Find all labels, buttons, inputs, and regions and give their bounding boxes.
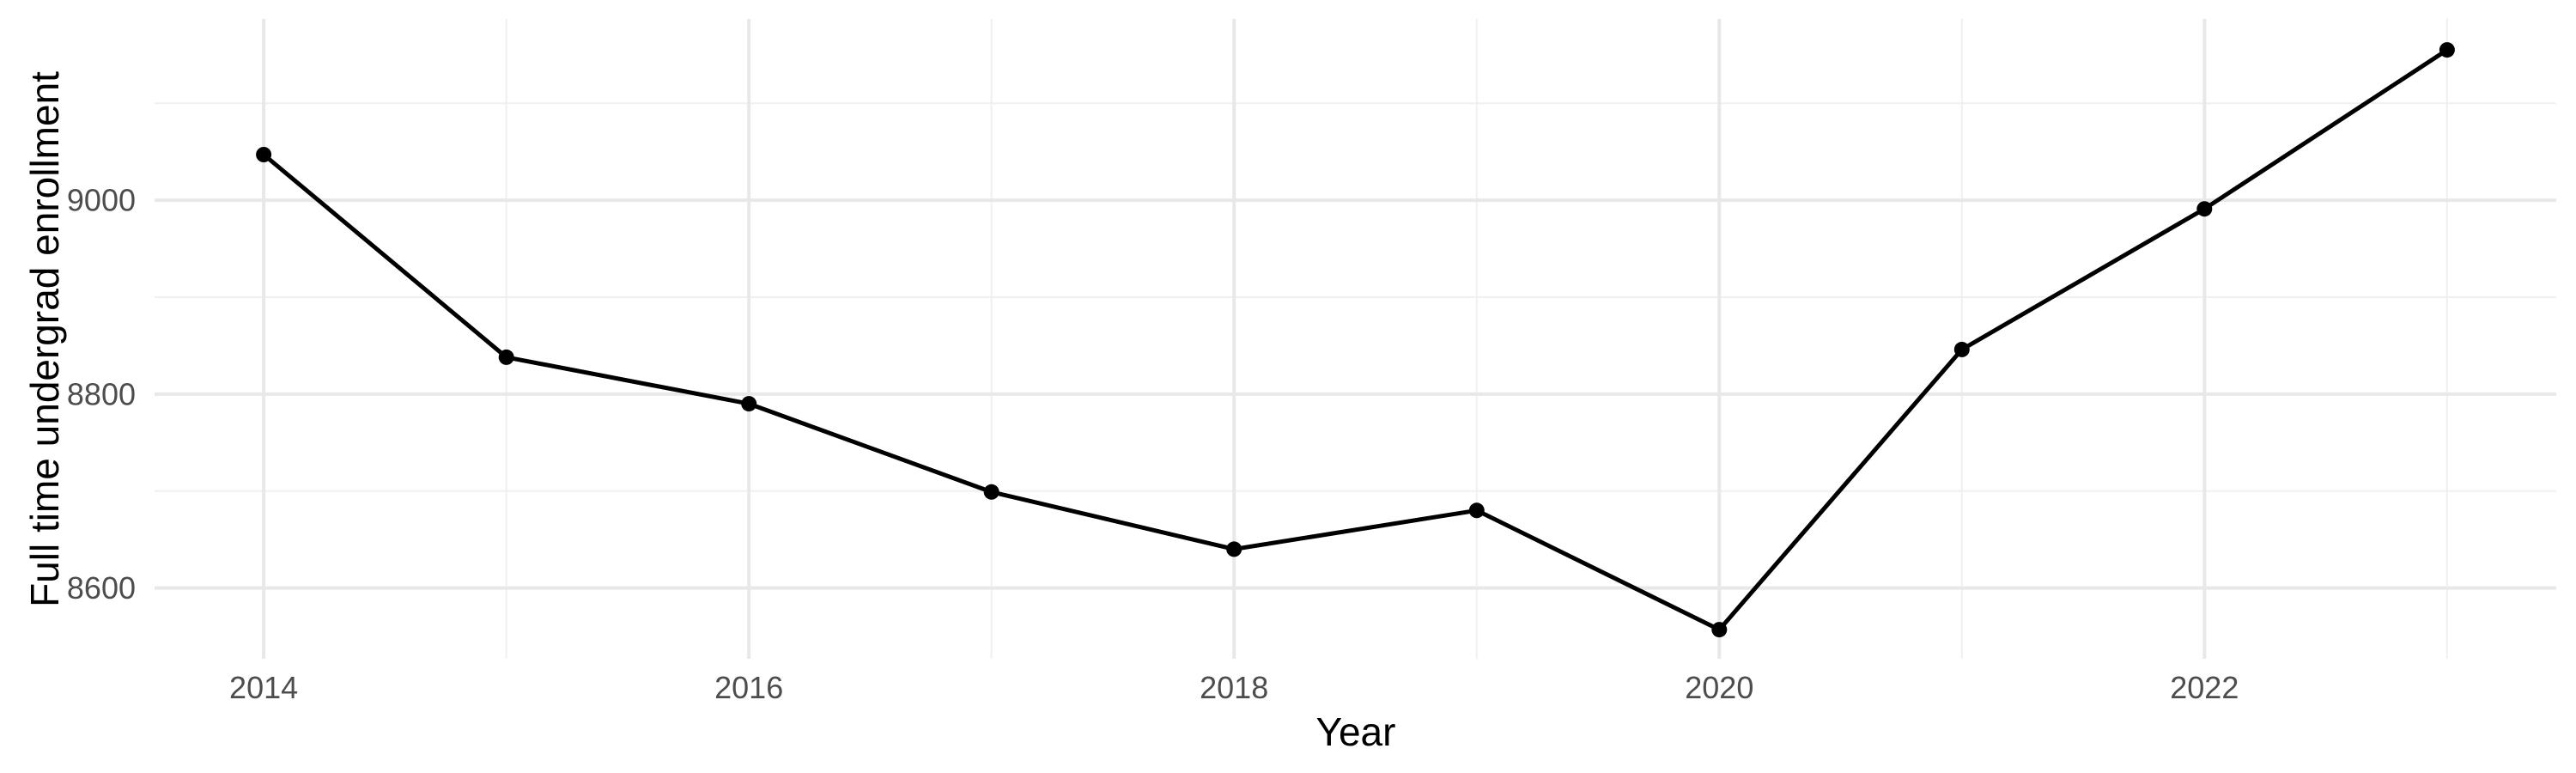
data-series [256, 42, 2455, 638]
x-tick-label-2022: 2022 [2170, 670, 2239, 705]
data-point-2015 [498, 349, 514, 365]
y-tick-label-8600: 8600 [67, 570, 136, 606]
major-gridlines [155, 19, 2556, 659]
y-axis-tick-labels: 8600 8800 9000 [67, 183, 136, 606]
x-tick-label-2018: 2018 [1200, 670, 1268, 705]
data-point-2021 [1953, 341, 1970, 357]
data-point-2022 [2196, 201, 2213, 217]
data-point-2016 [741, 396, 757, 412]
data-point-2017 [983, 484, 999, 500]
x-axis-title: Year [1316, 709, 1396, 754]
data-point-2020 [1711, 622, 1728, 638]
data-point-2019 [1468, 502, 1485, 519]
data-point-2018 [1226, 541, 1242, 557]
x-tick-label-2014: 2014 [229, 670, 298, 705]
y-axis-title: Full time undergrad enrollment [22, 71, 67, 607]
x-axis-tick-labels: 2014 2016 2018 2020 2022 [229, 670, 2239, 705]
x-tick-label-2020: 2020 [1685, 670, 1753, 705]
y-tick-label-9000: 9000 [67, 183, 136, 218]
y-tick-label-8800: 8800 [67, 376, 136, 411]
data-point-2023 [2439, 42, 2455, 58]
minor-gridlines [155, 19, 2556, 659]
data-point-2014 [256, 147, 272, 162]
enrollment-line [262, 48, 2449, 632]
x-tick-label-2016: 2016 [714, 670, 783, 705]
